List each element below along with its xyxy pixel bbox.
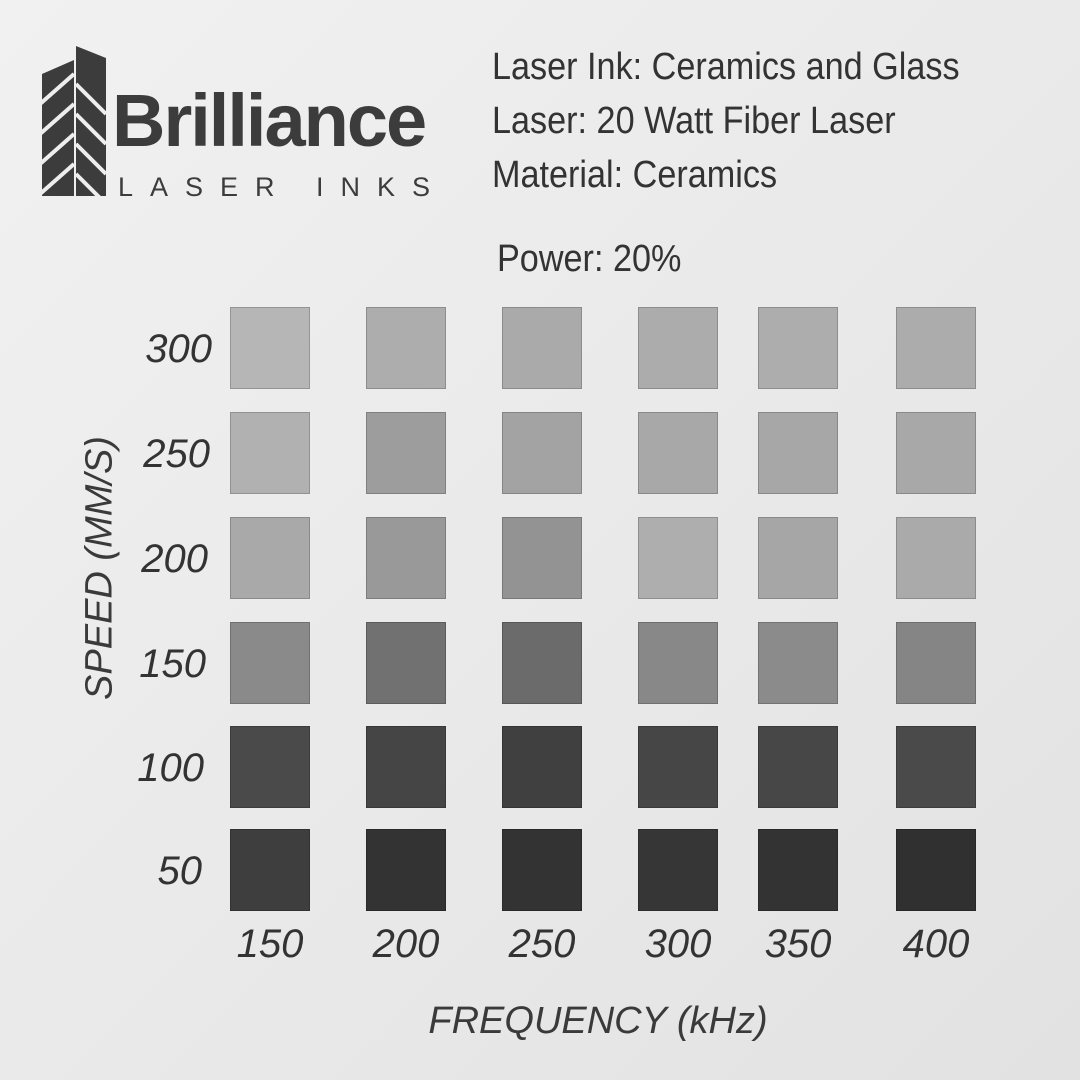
- test-square: [502, 412, 582, 494]
- test-square: [896, 622, 976, 704]
- test-square: [758, 517, 838, 599]
- column-label: 200: [372, 922, 440, 966]
- test-square: [230, 412, 310, 494]
- row-label: 250: [143, 432, 210, 476]
- info-line: Laser: 20 Watt Fiber Laser: [492, 100, 896, 142]
- test-square: [758, 412, 838, 494]
- test-square: [758, 307, 838, 389]
- test-square: [638, 829, 718, 911]
- test-square: [502, 307, 582, 389]
- test-square: [366, 829, 446, 911]
- test-square: [638, 517, 718, 599]
- brand-subtitle: LASER INKS: [118, 172, 448, 202]
- x-axis-label: FREQUENCY (kHz): [428, 1000, 768, 1042]
- test-square: [502, 829, 582, 911]
- column-label: 350: [764, 922, 832, 966]
- test-square: [230, 622, 310, 704]
- test-square: [896, 517, 976, 599]
- test-square: [366, 517, 446, 599]
- test-square: [230, 726, 310, 808]
- test-square: [366, 622, 446, 704]
- test-square: [502, 622, 582, 704]
- test-square: [366, 726, 446, 808]
- y-axis-label: SPEED (MM/S): [78, 436, 121, 700]
- test-square: [502, 726, 582, 808]
- test-square: [896, 412, 976, 494]
- row-label: 100: [137, 746, 204, 790]
- column-label: 400: [902, 922, 970, 966]
- test-square: [638, 622, 718, 704]
- logo-icon: [40, 46, 108, 196]
- row-label: 50: [157, 849, 203, 893]
- column-label: 300: [644, 922, 712, 966]
- test-square: [502, 517, 582, 599]
- brand: Brilliance: [112, 79, 427, 162]
- test-square: [896, 307, 976, 389]
- info-line: Material: Ceramics: [492, 154, 778, 196]
- test-square: [230, 307, 310, 389]
- row-label: 200: [141, 537, 208, 581]
- column-label: 250: [508, 922, 576, 966]
- test-square: [896, 829, 976, 911]
- test-square: [638, 412, 718, 494]
- info-line: Laser Ink: Ceramics and Glass: [492, 46, 960, 88]
- test-square: [758, 829, 838, 911]
- column-label: 150: [236, 922, 304, 966]
- test-square: [758, 726, 838, 808]
- test-square: [638, 726, 718, 808]
- test-square: [366, 412, 446, 494]
- test-square: [896, 726, 976, 808]
- row-label: 150: [139, 642, 206, 686]
- test-square: [638, 307, 718, 389]
- row-label: 300: [145, 327, 212, 371]
- test-square: [230, 829, 310, 911]
- test-square: [230, 517, 310, 599]
- power: Power: 20%: [497, 238, 682, 280]
- test-square: [758, 622, 838, 704]
- test-square: [366, 307, 446, 389]
